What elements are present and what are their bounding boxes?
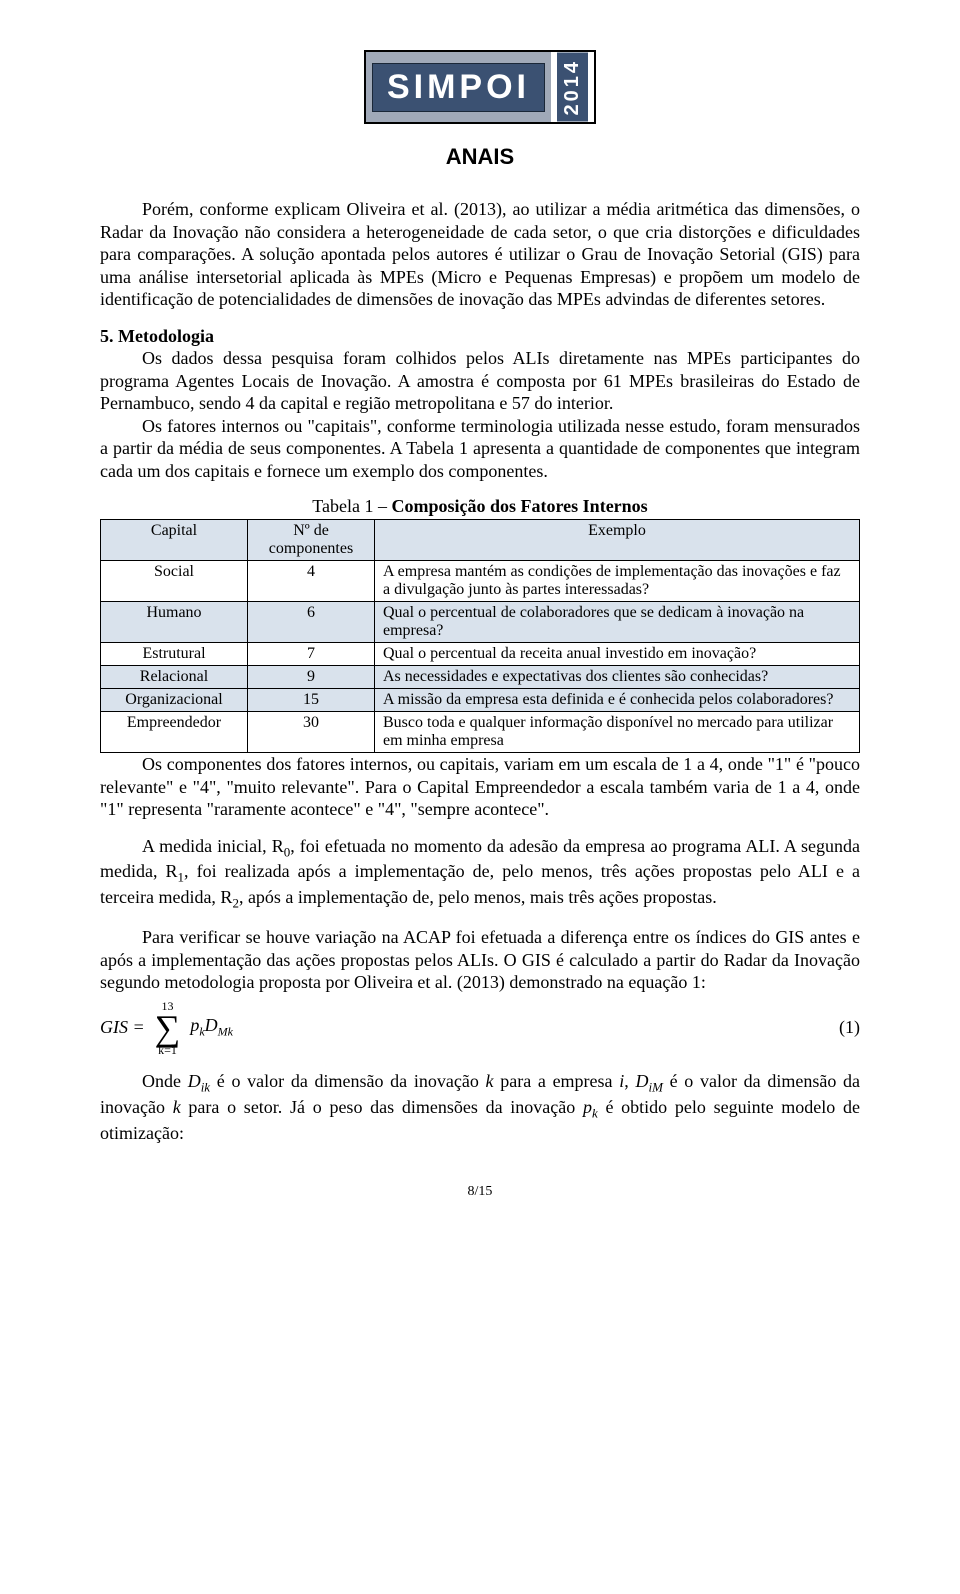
logo-header: SIMPOI 2014 bbox=[100, 50, 860, 124]
logo-left-panel: SIMPOI bbox=[366, 52, 551, 122]
logo-right-panel: 2014 bbox=[551, 52, 594, 122]
eq-D: D bbox=[205, 1015, 218, 1035]
table-row: Social4A empresa mantém as condições de … bbox=[101, 561, 860, 602]
lp-b: é o valor da dimensão da inovação bbox=[210, 1071, 485, 1091]
table-row: Relacional9As necessidades e expectativa… bbox=[101, 666, 860, 689]
table-cell-exemplo: Qual o percentual da receita anual inves… bbox=[375, 643, 860, 666]
lp-DiM-sub: iM bbox=[648, 1080, 662, 1095]
table-cell-capital: Organizacional bbox=[101, 689, 248, 712]
table-cell-exemplo: A empresa mantém as condições de impleme… bbox=[375, 561, 860, 602]
table-cell-capital: Estrutural bbox=[101, 643, 248, 666]
eq-number: (1) bbox=[839, 1017, 860, 1038]
after-table-p2: A medida inicial, R0, foi efetuada no mo… bbox=[100, 835, 860, 913]
lp-pk: pk bbox=[583, 1097, 598, 1117]
table-1-caption-bold: Composição dos Fatores Internos bbox=[392, 496, 648, 516]
table-cell-n: 4 bbox=[248, 561, 375, 602]
lp-k2: k bbox=[173, 1097, 181, 1117]
lp-Dik-sub: ik bbox=[201, 1080, 210, 1095]
lp-a: Onde bbox=[142, 1071, 188, 1091]
logo-brand: SIMPOI bbox=[372, 63, 545, 112]
logo-year: 2014 bbox=[557, 53, 588, 122]
equation-1: GIS = 13 ∑ k=1 pkDMk (1) bbox=[100, 1000, 860, 1056]
table-1: Capital Nº de componentes Exemplo Social… bbox=[100, 519, 860, 753]
paragraph-intro: Porém, conforme explicam Oliveira et al.… bbox=[100, 198, 860, 311]
after-table-p1: Os componentes dos fatores internos, ou … bbox=[100, 753, 860, 821]
table-cell-capital: Social bbox=[101, 561, 248, 602]
section-5-p2: Os fatores internos ou "capitais", confo… bbox=[100, 415, 860, 483]
table-cell-n: 6 bbox=[248, 602, 375, 643]
table-cell-n: 30 bbox=[248, 712, 375, 753]
after-table-p3: Para verificar se houve variação na ACAP… bbox=[100, 926, 860, 994]
last-paragraph: Onde Dik é o valor da dimensão da inovaç… bbox=[100, 1070, 860, 1144]
table-1-header-capital: Capital bbox=[101, 520, 248, 561]
lp-DiM-D: D bbox=[635, 1071, 648, 1091]
table-cell-capital: Relacional bbox=[101, 666, 248, 689]
table-cell-capital: Empreendedor bbox=[101, 712, 248, 753]
table-row: Estrutural7Qual o percentual da receita … bbox=[101, 643, 860, 666]
anais-heading: ANAIS bbox=[100, 144, 860, 170]
table-cell-n: 9 bbox=[248, 666, 375, 689]
eq-sum-bot: k=1 bbox=[158, 1044, 177, 1056]
section-5-p1: Os dados dessa pesquisa foram colhidos p… bbox=[100, 347, 860, 415]
p2-part-a: A medida inicial, R bbox=[142, 836, 284, 856]
lp-f: para o setor. Já o peso das dimensões da… bbox=[181, 1097, 583, 1117]
eq-sum: 13 ∑ k=1 bbox=[155, 1000, 181, 1056]
table-cell-n: 15 bbox=[248, 689, 375, 712]
table-cell-capital: Humano bbox=[101, 602, 248, 643]
lp-pk-p: p bbox=[583, 1097, 592, 1117]
table-cell-exemplo: Qual o percentual de colaboradores que s… bbox=[375, 602, 860, 643]
table-cell-exemplo: Busco toda e qualquer informação disponí… bbox=[375, 712, 860, 753]
section-5-heading: 5. Metodologia bbox=[100, 326, 214, 346]
lp-Dik: Dik bbox=[188, 1071, 210, 1091]
lp-Dik-D: D bbox=[188, 1071, 201, 1091]
table-1-header-n: Nº de componentes bbox=[248, 520, 375, 561]
logo-box: SIMPOI 2014 bbox=[364, 50, 596, 124]
lp-d: , bbox=[624, 1071, 635, 1091]
eq-p: p bbox=[190, 1015, 199, 1035]
lp-DiM: DiM bbox=[635, 1071, 662, 1091]
page-number: 8/15 bbox=[100, 1184, 860, 1200]
lp-k1: k bbox=[486, 1071, 494, 1091]
eq-lhs: GIS = bbox=[100, 1017, 145, 1038]
eq-term: pkDMk bbox=[190, 1015, 233, 1040]
lp-c: para a empresa bbox=[494, 1071, 620, 1091]
table-cell-n: 7 bbox=[248, 643, 375, 666]
eq-D-sub: Mk bbox=[218, 1025, 233, 1039]
table-cell-exemplo: A missão da empresa esta definida e é co… bbox=[375, 689, 860, 712]
table-cell-exemplo: As necessidades e expectativas dos clien… bbox=[375, 666, 860, 689]
table-row: Empreendedor30Busco toda e qualquer info… bbox=[101, 712, 860, 753]
table-row: Organizacional15A missão da empresa esta… bbox=[101, 689, 860, 712]
sigma-icon: ∑ bbox=[155, 1012, 181, 1044]
table-1-header-exemplo: Exemplo bbox=[375, 520, 860, 561]
p2-part-d: , após a implementação de, pelo menos, m… bbox=[239, 887, 717, 907]
table-1-caption-prefix: Tabela 1 – bbox=[312, 496, 391, 516]
table-1-caption: Tabela 1 – Composição dos Fatores Intern… bbox=[100, 496, 860, 517]
table-row: Humano6Qual o percentual de colaboradore… bbox=[101, 602, 860, 643]
